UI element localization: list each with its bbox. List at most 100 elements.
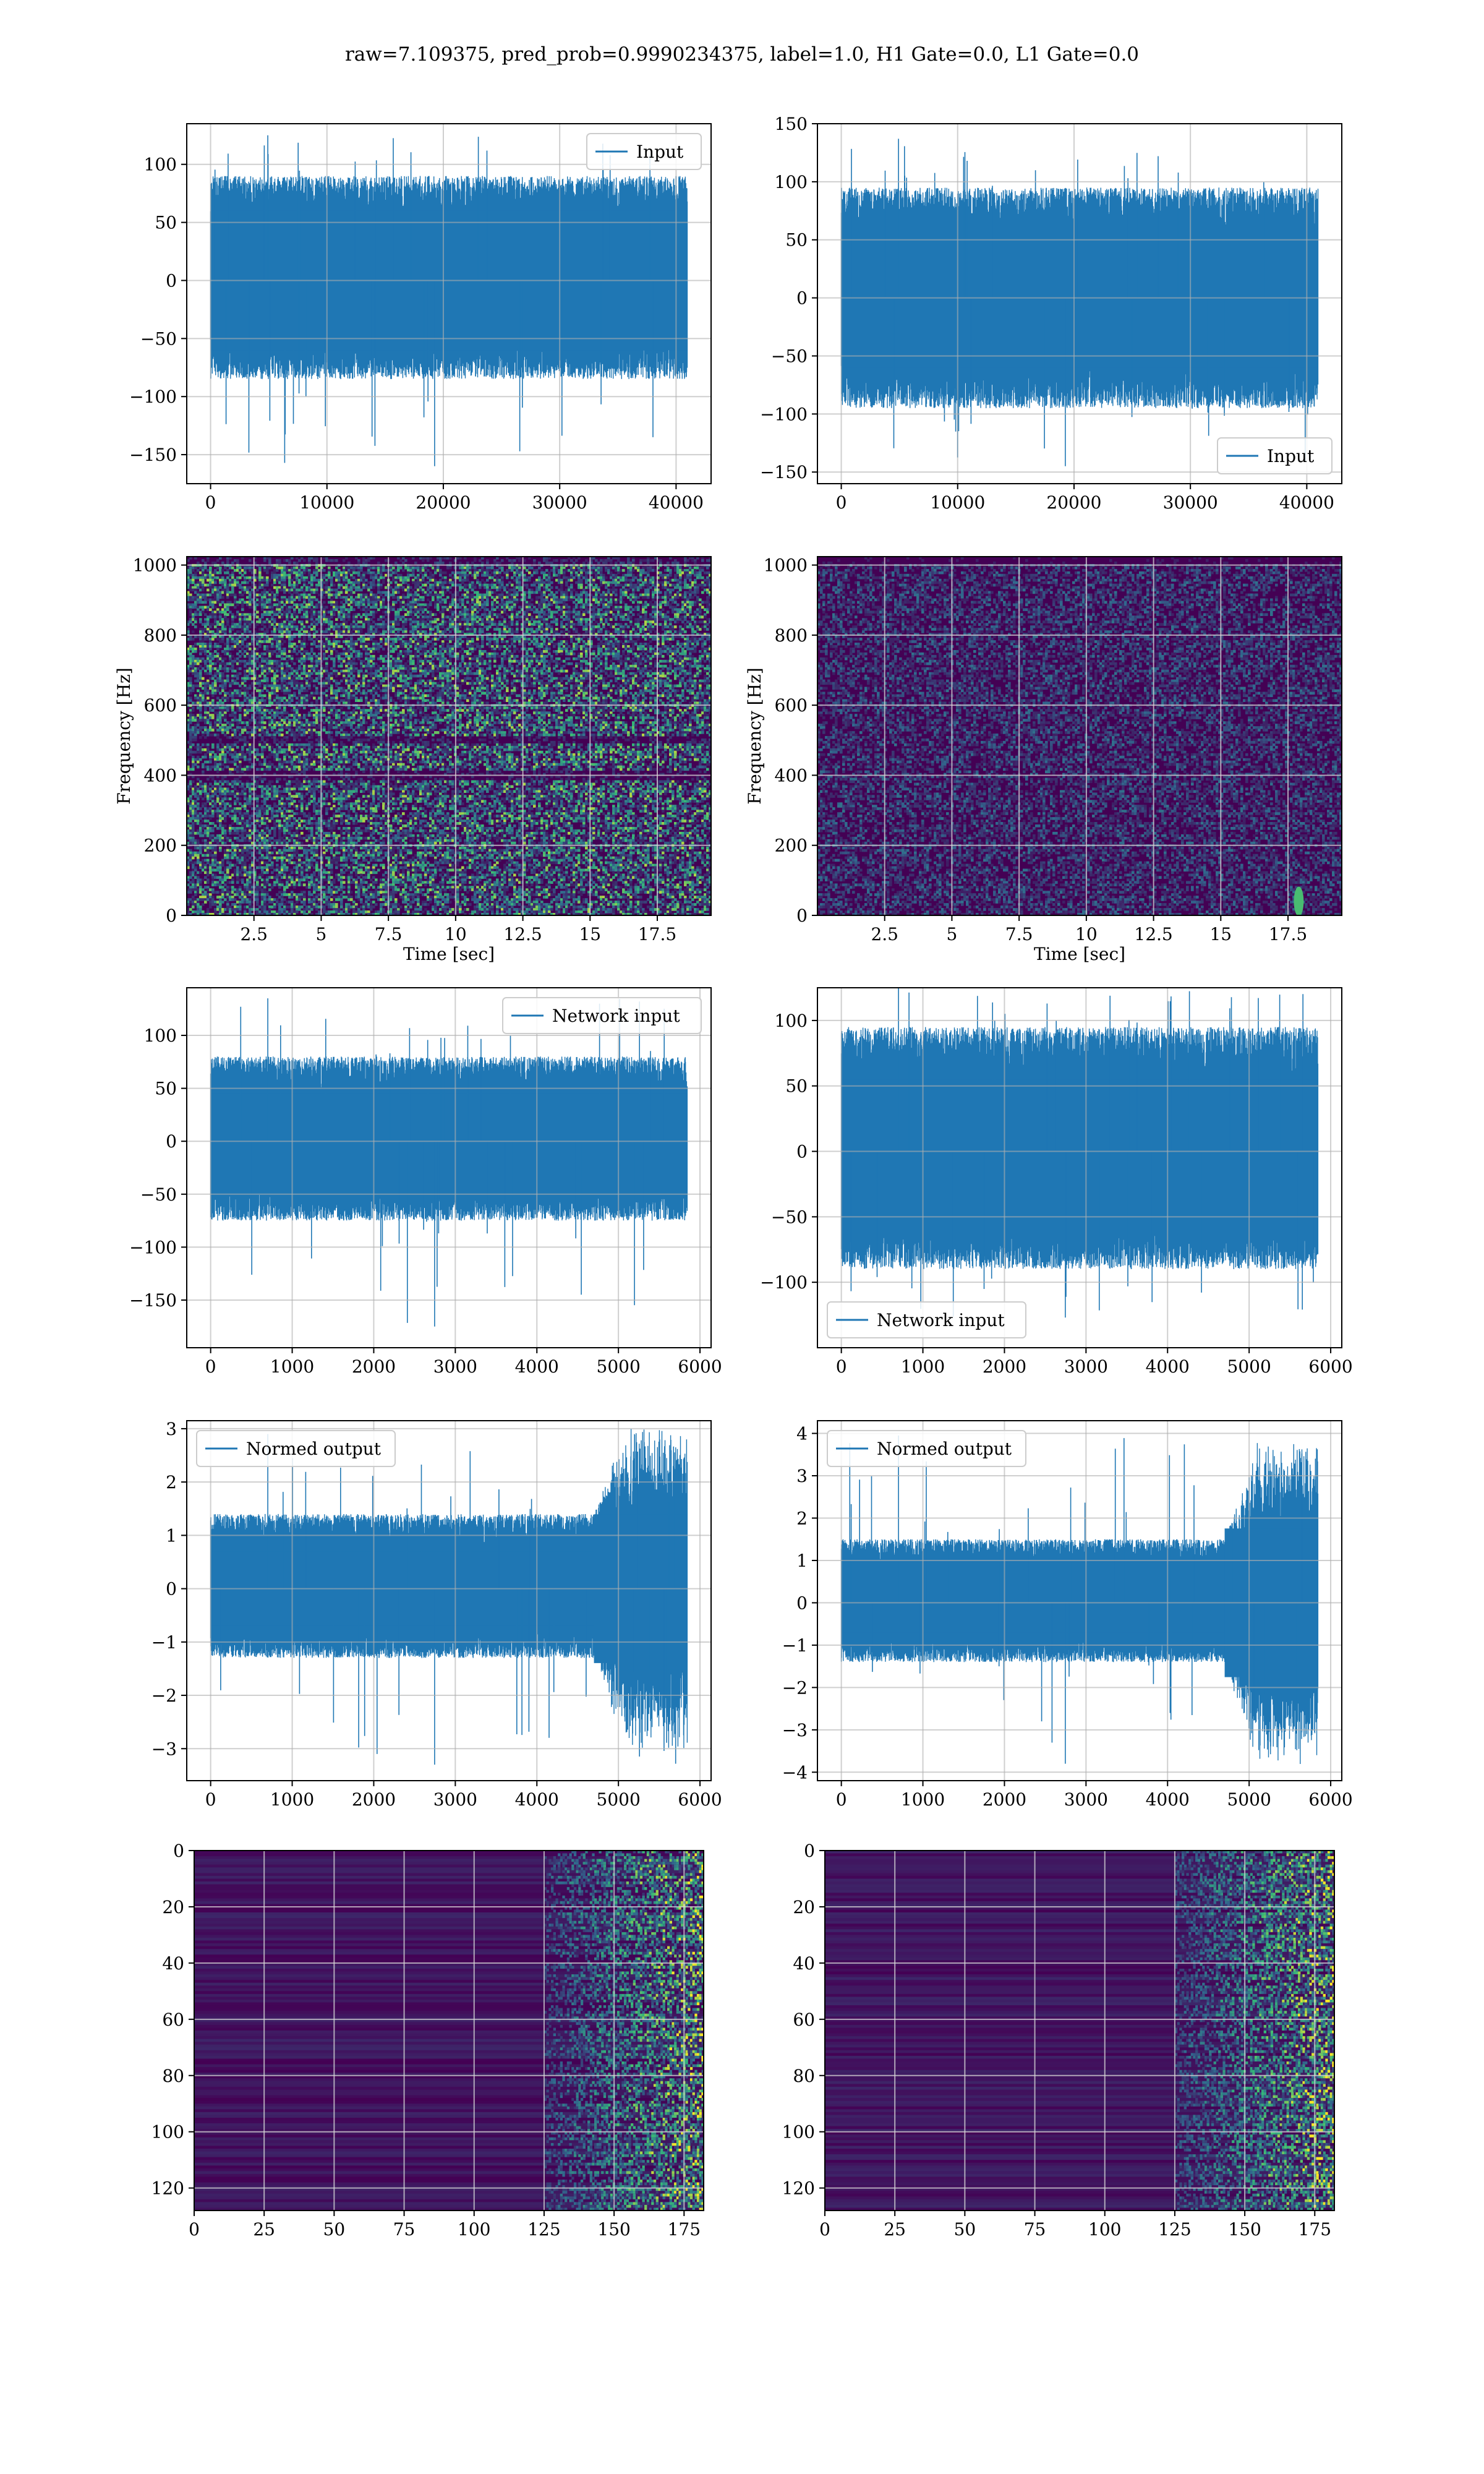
l1-normed-output-legend: Normed output [827, 1431, 1026, 1466]
l1-spectrogram-panel: 2.5 5 7.5 10 12.5 15 17.502004006008001000Time… [744, 555, 1342, 964]
l1-input-xtick-label: 0 [836, 492, 847, 513]
l1-input-ytick-label: −50 [771, 346, 808, 366]
h1-input-panel: 0 10000 20000 30000 40000−150−100−50050100In… [129, 124, 711, 513]
h1-feature-map-xtick-label: 100 [458, 2219, 490, 2240]
l1-input-xtick-label: 10000 [930, 492, 985, 513]
h1-network-input-xtick-label: 6000 [678, 1356, 722, 1377]
l1-normed-output-xtick-label: 6000 [1308, 1789, 1352, 1810]
h1-spectrogram-ytick-label: 200 [144, 836, 177, 856]
h1-network-input-legend-label: Network input [552, 1006, 680, 1026]
l1-input-xtick-label: 30000 [1163, 492, 1218, 513]
h1-normed-output-ytick-label: −2 [151, 1685, 177, 1706]
l1-input-ytick-label: −150 [760, 462, 808, 482]
h1-input-plot-area [211, 135, 688, 466]
l1-feature-map-xtick-label: 75 [1024, 2219, 1046, 2240]
h1-feature-map-ytick-label: 120 [151, 2178, 184, 2199]
h1-network-input-ytick-label: −100 [129, 1237, 177, 1257]
l1-spectrogram-ytick-label: 800 [775, 625, 808, 646]
l1-feature-map-xtick-label: 125 [1158, 2219, 1191, 2240]
h1-normed-output-ytick-label: 2 [166, 1472, 177, 1492]
l1-spectrogram-xlabel: Time [sec] [1034, 944, 1125, 964]
h1-feature-map-xtick-label: 0 [189, 2219, 200, 2240]
l1-spectrogram-plot-area [817, 557, 1342, 916]
l1-input-xtick-label: 40000 [1279, 492, 1334, 513]
l1-spectrogram-ytick-label: 200 [775, 836, 808, 856]
h1-spectrogram-ytick-label: 600 [144, 695, 177, 716]
h1-normed-output-plot-area [211, 1429, 688, 1765]
l1-spectrogram-ytick-label: 400 [775, 765, 808, 785]
h1-normed-output-xtick-label: 6000 [678, 1789, 722, 1810]
l1-feature-map-xtick-label: 175 [1298, 2219, 1331, 2240]
l1-spectrogram-ytick-label: 1000 [764, 555, 808, 576]
l1-normed-output-ytick-label: −2 [782, 1677, 808, 1698]
l1-network-input-xtick-label: 6000 [1308, 1356, 1352, 1377]
l1-network-input-ytick-label: 50 [785, 1076, 808, 1097]
l1-input-ytick-label: 50 [785, 230, 808, 250]
l1-normed-output-legend-label: Normed output [877, 1439, 1012, 1459]
h1-network-input-xtick-label: 4000 [515, 1356, 559, 1377]
l1-network-input-ytick-label: 0 [796, 1142, 808, 1162]
h1-network-input-legend: Network input [503, 998, 701, 1034]
figure-canvas: 0 10000 20000 30000 40000−150−100−50050100In… [0, 0, 1484, 2474]
h1-input-ytick-label: −100 [129, 387, 177, 407]
h1-spectrogram-xtick-label: 5 [316, 924, 327, 944]
l1-network-input-ytick-label: −100 [760, 1272, 808, 1293]
h1-normed-output-ytick-label: −3 [151, 1739, 177, 1759]
l1-feature-map-rows [825, 1851, 1335, 2211]
h1-network-input-plot-area [211, 998, 688, 1327]
l1-normed-output-xtick-label: 1000 [901, 1789, 945, 1810]
h1-input-ytick-label: 0 [166, 270, 177, 291]
l1-spectrogram-xtick-label: 7.5 [1005, 924, 1033, 944]
h1-network-input-xtick-label: 1000 [270, 1356, 314, 1377]
l1-feature-map-ytick-label: 20 [793, 1897, 815, 1917]
h1-input-legend: Input [587, 134, 701, 169]
h1-input-xtick-label: 40000 [649, 492, 704, 513]
l1-network-input-ytick-label: 100 [775, 1011, 808, 1031]
h1-spectrogram-ytick-label: 400 [144, 765, 177, 785]
h1-feature-map-xtick-label: 50 [323, 2219, 346, 2240]
l1-input-legend-label: Input [1267, 446, 1315, 466]
l1-normed-output-ytick-label: 3 [796, 1466, 808, 1486]
h1-network-input-ytick-label: 50 [155, 1079, 177, 1099]
h1-network-input-ytick-label: −50 [140, 1184, 177, 1205]
h1-network-input-ytick-label: 100 [144, 1025, 177, 1046]
h1-input-ytick-label: −50 [140, 328, 177, 349]
h1-normed-output-xtick-label: 1000 [270, 1789, 314, 1810]
l1-spectrogram-xtick-label: 12.5 [1134, 924, 1172, 944]
h1-feature-map-xtick-label: 175 [668, 2219, 701, 2240]
l1-spectrogram-ytick-label: 0 [796, 905, 808, 926]
l1-network-input-xtick-label: 2000 [983, 1356, 1026, 1377]
l1-spectrogram-ytick-label: 600 [775, 695, 808, 716]
l1-network-input-legend-label: Network input [877, 1310, 1005, 1330]
h1-spectrogram-xtick-label: 15 [579, 924, 601, 944]
h1-spectrogram-xtick-label: 10 [445, 924, 467, 944]
h1-spectrogram-plot-area [187, 557, 712, 916]
h1-feature-map-ytick-label: 20 [162, 1897, 184, 1917]
l1-spectrogram-xtick-label: 10 [1075, 924, 1098, 944]
h1-normed-output-ytick-label: 3 [166, 1419, 177, 1439]
h1-input-xtick-label: 0 [205, 492, 216, 513]
l1-feature-map-ytick-label: 80 [793, 2066, 815, 2086]
l1-spectrogram-xtick-label: 15 [1209, 924, 1232, 944]
l1-spectrogram-xtick-label: 5 [947, 924, 958, 944]
l1-normed-output-ytick-label: −3 [782, 1720, 808, 1740]
h1-spectrogram-xtick-label: 12.5 [503, 924, 542, 944]
h1-spectrogram-xtick-label: 17.5 [638, 924, 676, 944]
h1-network-input-xtick-label: 0 [205, 1356, 216, 1377]
l1-normed-output-plot-area [842, 1436, 1318, 1764]
h1-input-xtick-label: 30000 [532, 492, 587, 513]
l1-network-input-xtick-label: 1000 [901, 1356, 945, 1377]
h1-feature-map-ytick-label: 100 [151, 2122, 184, 2142]
l1-input-ytick-label: 150 [775, 114, 808, 134]
h1-normed-output-xtick-label: 2000 [352, 1789, 396, 1810]
h1-feature-map-xtick-label: 25 [253, 2219, 275, 2240]
l1-feature-map-xtick-label: 150 [1228, 2219, 1261, 2240]
l1-input-ytick-label: 100 [775, 172, 808, 192]
l1-feature-map-xtick-label: 100 [1088, 2219, 1121, 2240]
h1-input-legend-label: Input [636, 142, 684, 162]
h1-normed-output-xtick-label: 0 [205, 1789, 216, 1810]
l1-feature-map-xtick-label: 50 [954, 2219, 976, 2240]
h1-network-input-xtick-label: 5000 [597, 1356, 641, 1377]
h1-input-xtick-label: 10000 [299, 492, 354, 513]
h1-normed-output-panel: 0 1000 2000 3000 4000 5000 6000−3−2−10123Norme… [151, 1419, 722, 1810]
